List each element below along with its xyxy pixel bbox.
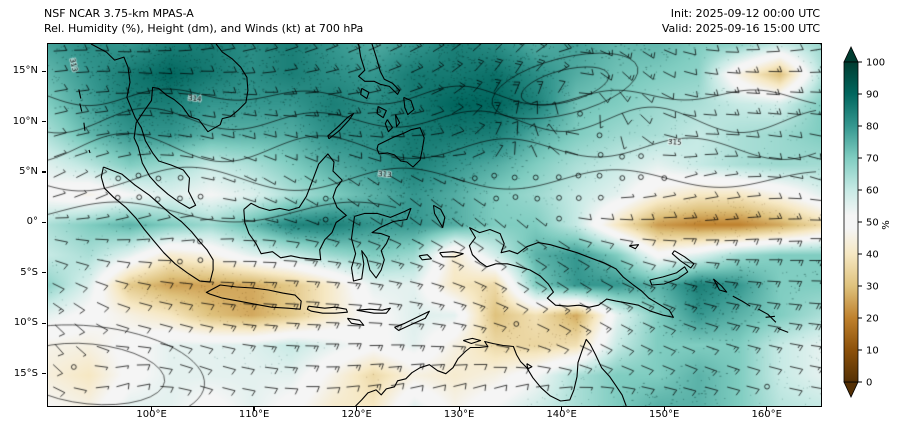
colorbar-tick-label: 100	[866, 58, 885, 69]
y-tick-label: 0°	[26, 216, 38, 228]
x-tick-label: 160°E	[751, 409, 782, 420]
y-tick-mark	[42, 121, 46, 123]
x-tick-mark	[766, 406, 768, 411]
y-tick-mark	[42, 70, 46, 72]
colorbar-tick-label: 0	[866, 378, 872, 389]
x-tick-label: 100°E	[136, 409, 167, 420]
x-tick-mark	[458, 406, 460, 411]
colorbar-tick-label: 30	[866, 282, 879, 293]
y-tick-mark	[42, 272, 46, 274]
valid-time: Valid: 2025-09-16 15:00 UTC	[661, 22, 820, 35]
y-tick-label: 5°S	[20, 266, 38, 278]
colorbar-tick-label: 50	[866, 218, 879, 229]
map-plot-area	[47, 43, 822, 407]
y-tick-label: 10°S	[13, 317, 38, 329]
y-tick-mark	[42, 373, 46, 375]
colorbar: 0 10 20 30 40 50 60 70 80 90 100%	[843, 46, 892, 398]
colorbar-tick-label: 80	[866, 122, 879, 133]
model-name: NSF NCAR 3.75-km MPAS-A	[44, 7, 194, 20]
y-tick-label: 15°N	[12, 65, 38, 77]
colorbar-tick-label: 40	[866, 250, 879, 261]
colorbar-gradient	[843, 61, 859, 383]
x-tick-mark	[150, 406, 153, 411]
y-tick-label: 15°S	[13, 367, 38, 379]
x-tick-mark	[561, 406, 563, 411]
x-tick-mark	[663, 406, 665, 411]
colorbar-tick-label: 70	[866, 154, 879, 165]
figure-title: NSF NCAR 3.75-km MPAS-A Rel. Humidity (%…	[44, 6, 363, 36]
colorbar-tick-label: 60	[866, 186, 879, 197]
x-tick-label: 130°E	[443, 409, 475, 420]
y-tick-label: 10°N	[12, 115, 38, 127]
colorbar-units-label: %	[881, 220, 892, 230]
colorbar-tick-label: 10	[866, 346, 879, 357]
run-times: Init: 2025-09-12 00:00 UTC Valid: 2025-0…	[662, 6, 820, 36]
init-time: Init: 2025-09-12 00:00 UTC	[670, 7, 820, 20]
colorbar-tick-label: 20	[866, 314, 879, 325]
x-tick-label: 110°E	[238, 409, 270, 420]
colorbar-tick-label: 90	[866, 90, 879, 101]
y-tick-label: 5°N	[19, 166, 38, 178]
field-description: Rel. Humidity (%), Height (dm), and Wind…	[44, 22, 364, 35]
x-tick-label: 150°E	[648, 409, 680, 420]
colorbar-extend-max	[843, 46, 859, 63]
x-tick-mark	[253, 406, 255, 411]
x-tick-label: 140°E	[546, 409, 577, 420]
x-tick-mark	[356, 406, 358, 411]
y-tick-mark	[42, 322, 46, 324]
y-tick-mark	[42, 171, 46, 173]
rh-wind-field-canvas	[48, 44, 821, 406]
y-tick-mark	[42, 221, 46, 224]
x-tick-label: 120°E	[341, 409, 372, 420]
colorbar-extend-min	[843, 381, 859, 398]
